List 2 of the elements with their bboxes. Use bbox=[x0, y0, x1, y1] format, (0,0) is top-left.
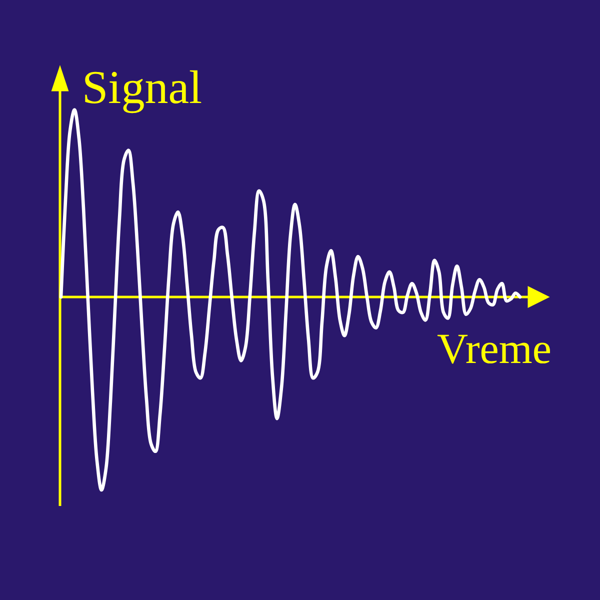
y-axis-title: Signal bbox=[82, 62, 202, 114]
x-axis-title: Vreme bbox=[437, 326, 552, 373]
